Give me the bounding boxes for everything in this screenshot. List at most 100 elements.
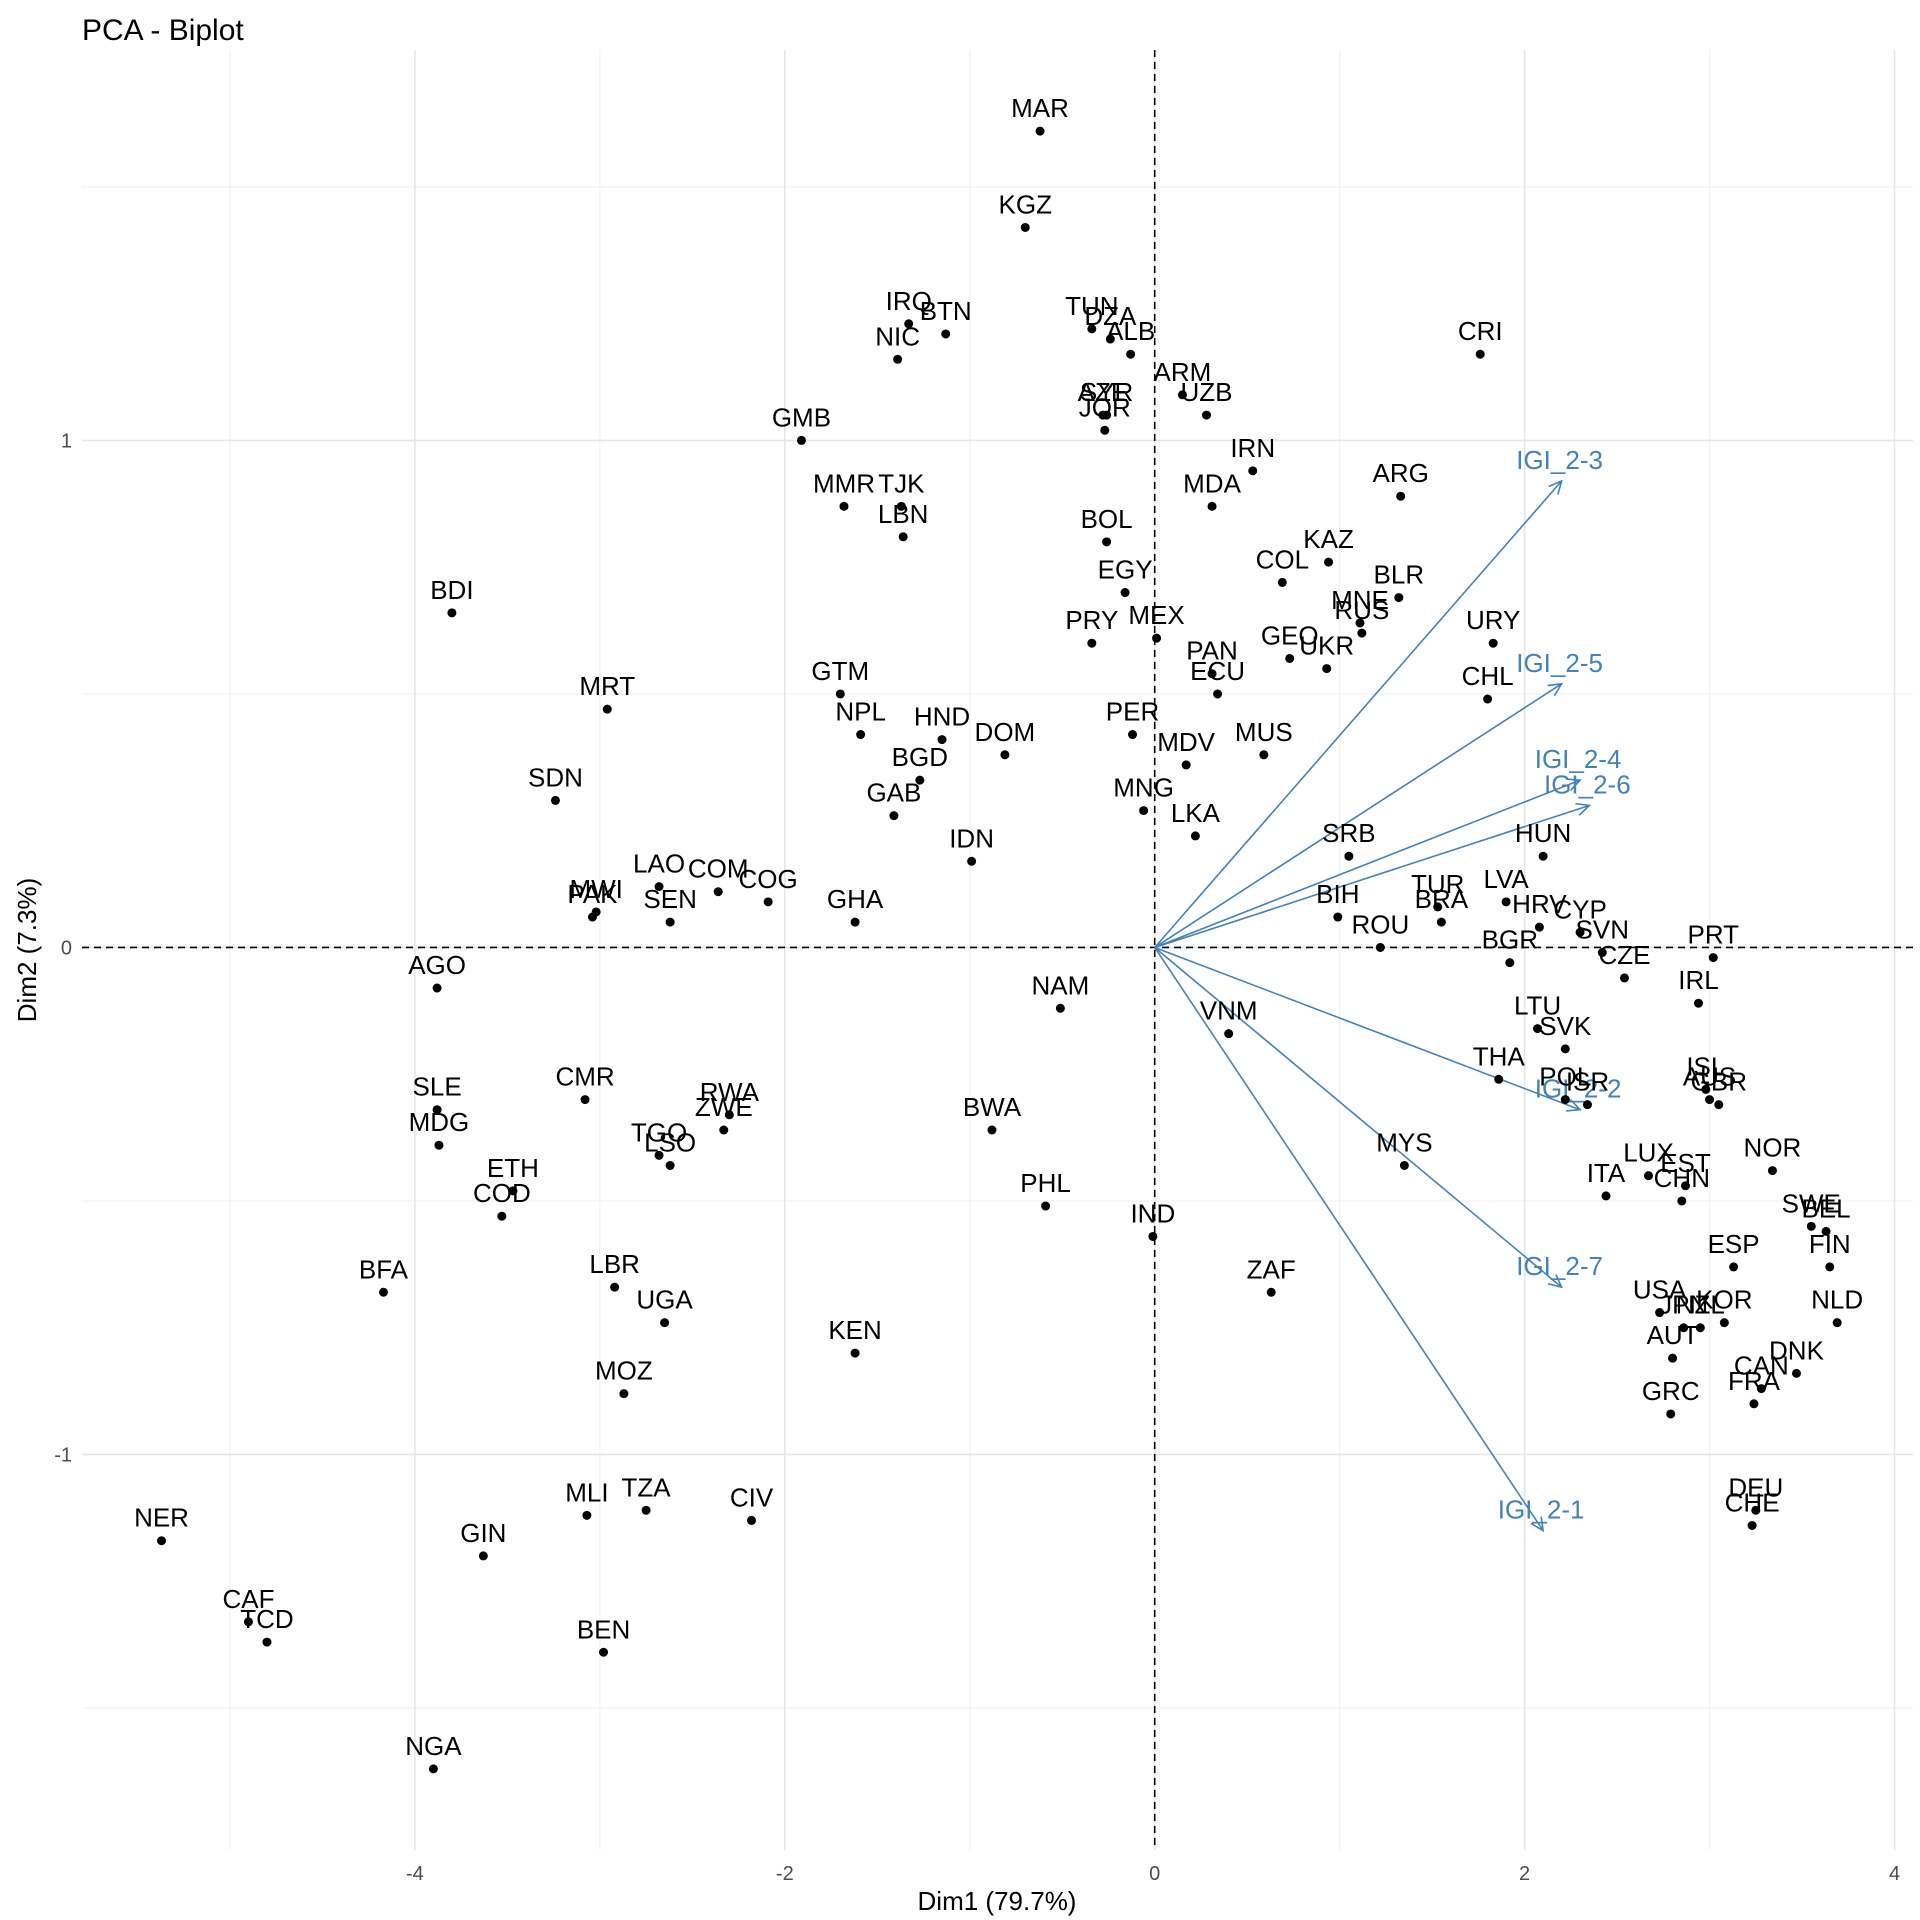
data-point bbox=[1375, 942, 1385, 952]
variable-label: IGI_2-4 bbox=[1535, 744, 1622, 774]
point-label: MNE bbox=[1331, 585, 1389, 615]
data-point bbox=[1708, 953, 1718, 963]
data-point bbox=[1825, 1262, 1835, 1272]
arrow-head bbox=[1575, 802, 1592, 816]
variable-arrow bbox=[1154, 946, 1563, 1288]
data-point bbox=[641, 1505, 651, 1515]
data-point bbox=[1148, 1231, 1158, 1241]
point-label: SLE bbox=[413, 1072, 462, 1102]
data-point bbox=[1344, 851, 1354, 861]
point-label: HRV bbox=[1512, 889, 1567, 919]
data-point bbox=[1494, 1074, 1504, 1084]
data-point bbox=[1597, 948, 1607, 958]
point-label: CAF bbox=[222, 1584, 274, 1614]
data-point bbox=[839, 501, 849, 511]
data-point bbox=[1087, 324, 1097, 334]
data-point bbox=[1190, 831, 1200, 841]
point-label: DEU bbox=[1728, 1472, 1783, 1502]
x-tick-label: 4 bbox=[1889, 1863, 1900, 1885]
point-label: CZE bbox=[1598, 940, 1650, 970]
point-label: ESP bbox=[1708, 1229, 1760, 1259]
x-tick-label: -4 bbox=[406, 1863, 424, 1885]
y-tick-label: 0 bbox=[61, 937, 72, 959]
reference-lines bbox=[82, 50, 1913, 1850]
point-label: CYP bbox=[1553, 894, 1606, 924]
data-point bbox=[478, 1551, 488, 1561]
data-point bbox=[1601, 1191, 1611, 1201]
point-label: MRT bbox=[579, 671, 635, 701]
point-label: ZWE bbox=[695, 1092, 753, 1122]
data-point bbox=[1207, 501, 1217, 511]
point-label: KOR bbox=[1696, 1285, 1752, 1315]
data-point bbox=[1224, 1029, 1234, 1039]
data-point bbox=[1791, 1368, 1801, 1378]
variable-arrow bbox=[1154, 804, 1590, 949]
point-label: MAR bbox=[1011, 93, 1069, 123]
point-label: POL bbox=[1539, 1062, 1591, 1092]
point-label: COD bbox=[473, 1178, 531, 1208]
variable-label: IGI_2-3 bbox=[1516, 445, 1603, 475]
point-label: LUX bbox=[1623, 1138, 1674, 1168]
data-point bbox=[587, 912, 597, 922]
data-point bbox=[889, 811, 899, 821]
point-label: BTN bbox=[920, 296, 972, 326]
data-point bbox=[1533, 1024, 1543, 1034]
point-label: GBR bbox=[1691, 1067, 1747, 1097]
data-point bbox=[157, 1536, 167, 1546]
point-label: PRY bbox=[1065, 605, 1118, 635]
point-label: LKA bbox=[1171, 798, 1221, 828]
point-label: BLR bbox=[1374, 560, 1425, 590]
point-label: MEX bbox=[1128, 600, 1184, 630]
data-point bbox=[1041, 1201, 1051, 1211]
variable-label: IGI_2-7 bbox=[1516, 1251, 1603, 1281]
data-point bbox=[1749, 1399, 1759, 1409]
point-label: AUT bbox=[1647, 1320, 1699, 1350]
data-point bbox=[1152, 633, 1162, 643]
data-point bbox=[1399, 1160, 1409, 1170]
point-label: BFA bbox=[359, 1254, 409, 1284]
point-label: TUR bbox=[1411, 869, 1464, 899]
data-point bbox=[893, 354, 903, 364]
data-point bbox=[1126, 349, 1136, 359]
point-label: HUN bbox=[1515, 818, 1571, 848]
point-label: GHA bbox=[827, 884, 884, 914]
point-label: BIH bbox=[1316, 879, 1359, 909]
data-point bbox=[1832, 1318, 1842, 1328]
data-point bbox=[619, 1389, 629, 1399]
data-point bbox=[602, 704, 612, 714]
point-label: THA bbox=[1473, 1041, 1526, 1071]
point-label: SDN bbox=[528, 762, 583, 792]
point-label: NZL bbox=[1676, 1290, 1725, 1320]
point-label: GEO bbox=[1261, 620, 1319, 650]
point-label: HND bbox=[914, 702, 970, 732]
data-point bbox=[1433, 902, 1443, 912]
point-label: ARM bbox=[1154, 357, 1212, 387]
point-label: AUS bbox=[1683, 1062, 1736, 1092]
data-point bbox=[1277, 577, 1287, 587]
data-point bbox=[497, 1211, 507, 1221]
variable-label: IGI_2-6 bbox=[1544, 769, 1631, 799]
data-point bbox=[1538, 851, 1548, 861]
point-label: GAB bbox=[866, 778, 921, 808]
data-point bbox=[1767, 1166, 1777, 1176]
variable-arrow bbox=[1154, 480, 1563, 948]
point-label: NER bbox=[134, 1503, 189, 1533]
data-point bbox=[1575, 927, 1585, 937]
variable-arrow bbox=[1154, 946, 1581, 1111]
data-point bbox=[1821, 1226, 1831, 1236]
point-label: PER bbox=[1106, 697, 1159, 727]
data-point bbox=[378, 1287, 388, 1297]
point-label: NPL bbox=[835, 697, 886, 727]
data-point bbox=[434, 1140, 444, 1150]
point-label: MMR bbox=[813, 468, 875, 498]
data-point bbox=[432, 1105, 442, 1115]
point-label: KGZ bbox=[999, 189, 1053, 219]
data-point bbox=[1679, 1323, 1689, 1333]
point-label: AZE bbox=[1078, 377, 1129, 407]
point-label: LAO bbox=[633, 849, 685, 879]
arrow-head bbox=[1547, 682, 1564, 697]
point-label: SVK bbox=[1539, 1011, 1592, 1041]
